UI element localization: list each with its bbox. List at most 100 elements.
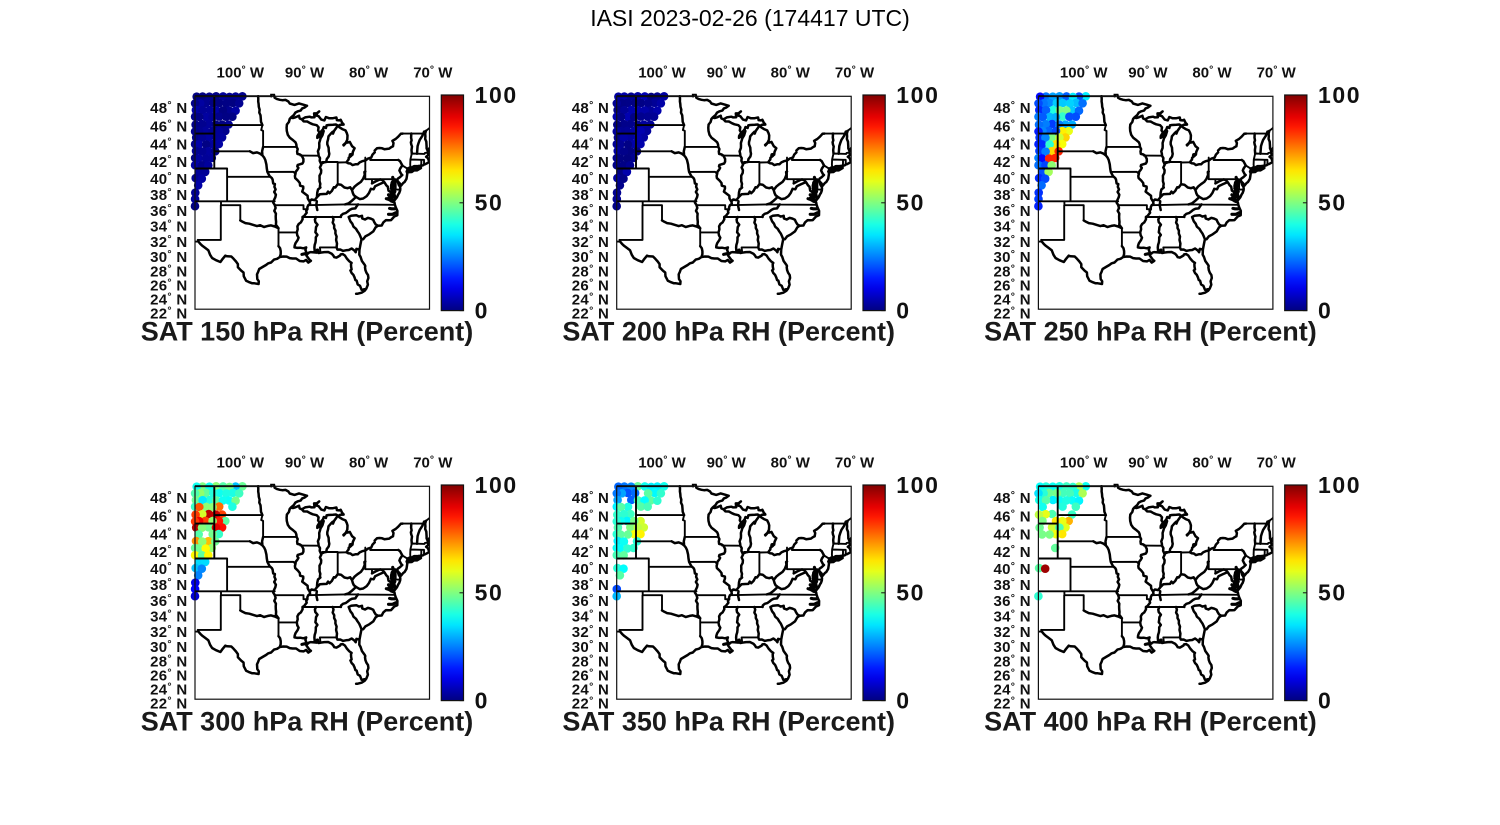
svg-text:26° N: 26° N: [150, 667, 187, 685]
svg-text:0: 0: [1318, 688, 1332, 714]
svg-text:SAT 300 hPa RH (Percent): SAT 300 hPa RH (Percent): [141, 707, 474, 737]
svg-text:38° N: 38° N: [572, 186, 609, 204]
svg-text:22° N: 22° N: [572, 695, 609, 713]
svg-text:36° N: 36° N: [572, 202, 609, 220]
svg-text:28° N: 28° N: [572, 262, 609, 280]
svg-text:28° N: 28° N: [150, 652, 187, 670]
svg-text:38° N: 38° N: [993, 186, 1030, 204]
svg-text:42° N: 42° N: [150, 543, 187, 561]
svg-text:70° W: 70° W: [835, 64, 875, 82]
svg-text:100° W: 100° W: [1060, 454, 1108, 472]
svg-text:SAT 150 hPa RH (Percent): SAT 150 hPa RH (Percent): [141, 317, 474, 347]
svg-text:36° N: 36° N: [150, 592, 187, 610]
svg-text:44° N: 44° N: [150, 526, 187, 544]
svg-text:50: 50: [1318, 580, 1347, 606]
svg-text:70° W: 70° W: [413, 454, 453, 472]
svg-text:34° N: 34° N: [150, 218, 187, 236]
svg-text:100° W: 100° W: [1060, 64, 1108, 82]
svg-text:22° N: 22° N: [572, 305, 609, 323]
svg-text:24° N: 24° N: [150, 681, 187, 699]
svg-text:46° N: 46° N: [150, 118, 187, 136]
svg-text:24° N: 24° N: [993, 681, 1030, 699]
svg-text:34° N: 34° N: [150, 608, 187, 626]
svg-text:100: 100: [1318, 82, 1361, 108]
svg-text:100° W: 100° W: [638, 454, 686, 472]
svg-text:24° N: 24° N: [572, 291, 609, 309]
svg-text:44° N: 44° N: [572, 136, 609, 154]
svg-text:42° N: 42° N: [150, 153, 187, 171]
svg-text:SAT 350 hPa RH (Percent): SAT 350 hPa RH (Percent): [562, 707, 895, 737]
svg-text:70° W: 70° W: [413, 64, 453, 82]
svg-text:26° N: 26° N: [572, 667, 609, 685]
svg-text:44° N: 44° N: [150, 136, 187, 154]
svg-text:22° N: 22° N: [150, 695, 187, 713]
svg-text:48° N: 48° N: [572, 99, 609, 117]
svg-text:36° N: 36° N: [150, 202, 187, 220]
svg-text:40° N: 40° N: [150, 560, 187, 578]
svg-text:42° N: 42° N: [993, 153, 1030, 171]
svg-text:28° N: 28° N: [572, 652, 609, 670]
svg-text:30° N: 30° N: [150, 638, 187, 656]
svg-text:90° W: 90° W: [1128, 64, 1168, 82]
svg-text:SAT 250 hPa RH (Percent): SAT 250 hPa RH (Percent): [984, 317, 1317, 347]
svg-text:38° N: 38° N: [572, 576, 609, 594]
svg-text:46° N: 46° N: [993, 508, 1030, 526]
svg-text:40° N: 40° N: [993, 170, 1030, 188]
svg-text:32° N: 32° N: [993, 623, 1030, 641]
svg-text:50: 50: [475, 190, 504, 216]
svg-text:22° N: 22° N: [993, 305, 1030, 323]
svg-text:26° N: 26° N: [150, 277, 187, 295]
svg-text:34° N: 34° N: [993, 608, 1030, 626]
svg-text:30° N: 30° N: [993, 638, 1030, 656]
svg-text:32° N: 32° N: [572, 623, 609, 641]
svg-text:30° N: 30° N: [572, 248, 609, 266]
svg-text:38° N: 38° N: [150, 186, 187, 204]
svg-text:44° N: 44° N: [572, 526, 609, 544]
svg-text:48° N: 48° N: [150, 489, 187, 507]
svg-text:24° N: 24° N: [150, 291, 187, 309]
svg-text:26° N: 26° N: [993, 667, 1030, 685]
svg-text:36° N: 36° N: [572, 592, 609, 610]
svg-text:34° N: 34° N: [572, 608, 609, 626]
svg-text:80° W: 80° W: [1192, 454, 1232, 472]
svg-text:0: 0: [896, 688, 910, 714]
svg-text:SAT 200 hPa RH (Percent): SAT 200 hPa RH (Percent): [562, 317, 895, 347]
svg-text:IASI 2023-02-26 (174417 UTC): IASI 2023-02-26 (174417 UTC): [590, 5, 910, 31]
svg-text:48° N: 48° N: [993, 489, 1030, 507]
svg-text:80° W: 80° W: [1192, 64, 1232, 82]
svg-text:32° N: 32° N: [993, 233, 1030, 251]
svg-text:0: 0: [1318, 298, 1332, 324]
svg-text:46° N: 46° N: [572, 508, 609, 526]
svg-text:100: 100: [475, 82, 518, 108]
svg-text:48° N: 48° N: [150, 99, 187, 117]
svg-text:26° N: 26° N: [993, 277, 1030, 295]
svg-text:30° N: 30° N: [993, 248, 1030, 266]
svg-text:0: 0: [475, 298, 489, 324]
svg-text:38° N: 38° N: [993, 576, 1030, 594]
svg-text:46° N: 46° N: [993, 118, 1030, 136]
svg-text:40° N: 40° N: [150, 170, 187, 188]
svg-text:40° N: 40° N: [993, 560, 1030, 578]
svg-text:90° W: 90° W: [707, 454, 747, 472]
svg-text:70° W: 70° W: [1257, 64, 1297, 82]
svg-text:SAT 400 hPa RH (Percent): SAT 400 hPa RH (Percent): [984, 707, 1317, 737]
svg-text:30° N: 30° N: [150, 248, 187, 266]
svg-text:80° W: 80° W: [349, 454, 389, 472]
svg-text:50: 50: [896, 190, 925, 216]
svg-text:0: 0: [475, 688, 489, 714]
svg-text:32° N: 32° N: [150, 623, 187, 641]
svg-text:50: 50: [475, 580, 504, 606]
svg-text:100: 100: [1318, 472, 1361, 498]
svg-text:0: 0: [896, 298, 910, 324]
svg-text:34° N: 34° N: [572, 218, 609, 236]
svg-text:48° N: 48° N: [993, 99, 1030, 117]
svg-text:30° N: 30° N: [572, 638, 609, 656]
svg-text:32° N: 32° N: [572, 233, 609, 251]
svg-text:36° N: 36° N: [993, 592, 1030, 610]
svg-text:100° W: 100° W: [638, 64, 686, 82]
svg-text:90° W: 90° W: [707, 64, 747, 82]
svg-text:100: 100: [896, 82, 939, 108]
svg-text:26° N: 26° N: [572, 277, 609, 295]
svg-text:28° N: 28° N: [993, 262, 1030, 280]
svg-text:42° N: 42° N: [993, 543, 1030, 561]
